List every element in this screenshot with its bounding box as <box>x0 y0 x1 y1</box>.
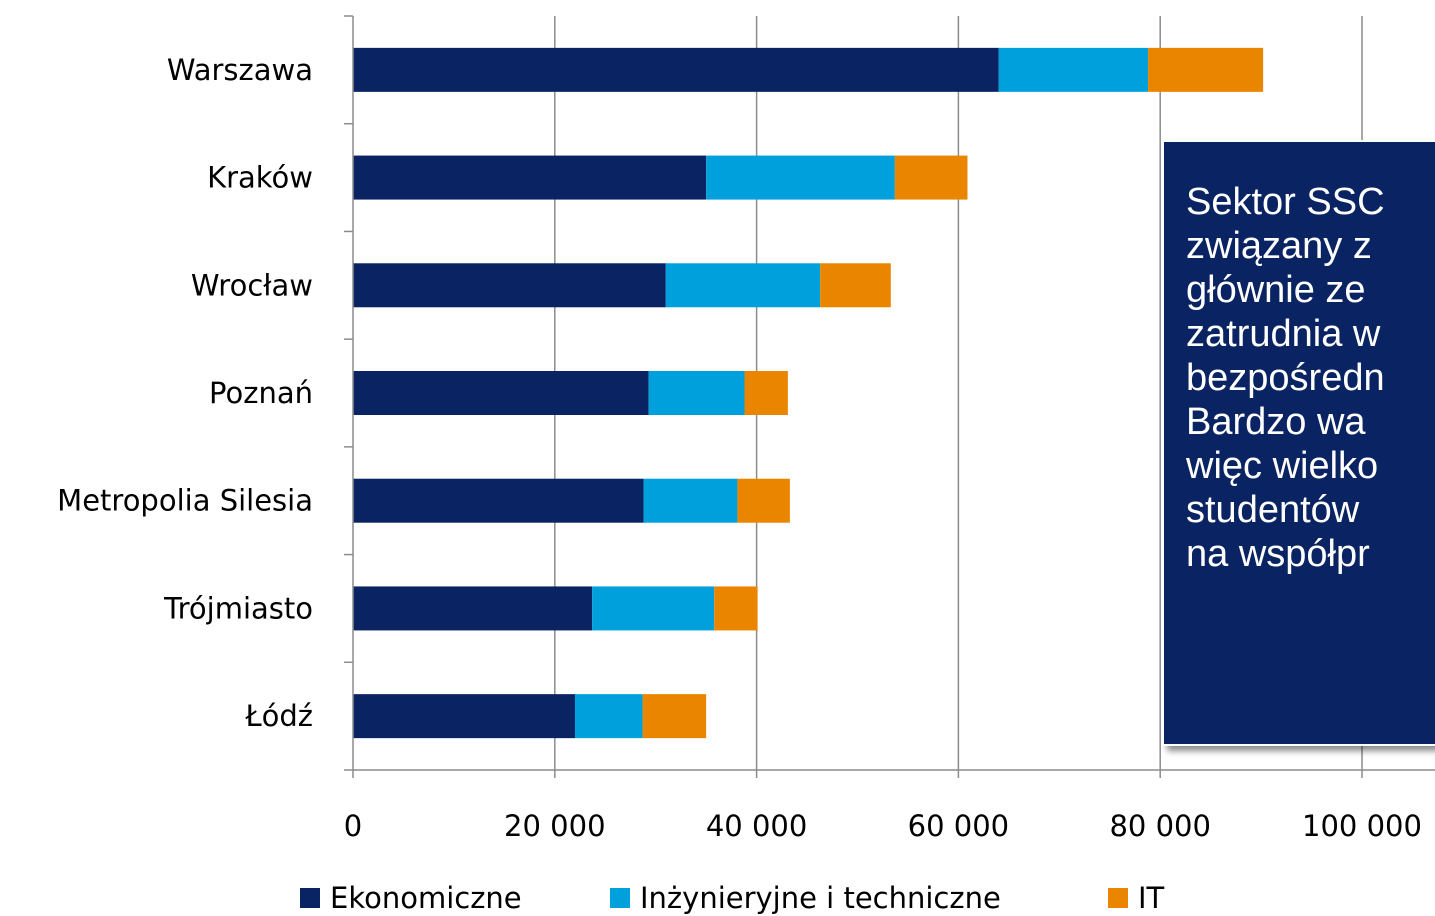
bar-segment <box>665 263 821 308</box>
legend-swatch <box>1108 888 1128 908</box>
bar-segment <box>894 155 968 200</box>
bar-segment <box>820 263 891 308</box>
bar-segment <box>353 47 999 92</box>
category-labels: Warszawa Kraków Wrocław Poznań Metropolia Si… <box>57 53 313 733</box>
x-tick-label: 100 000 <box>1302 809 1422 843</box>
category-label: Wrocław <box>191 268 313 302</box>
bar-segment <box>706 155 895 200</box>
bar-segment <box>1148 47 1264 92</box>
category-label: Kraków <box>207 161 313 195</box>
callout-box: Sektor SSC związany z głównie ze zatrudn… <box>1162 140 1435 746</box>
bar-segment <box>353 694 575 739</box>
bar-segment <box>353 478 644 523</box>
x-tick-label: 0 <box>344 809 362 843</box>
stacked-bar-chart: Warszawa Kraków Wrocław Poznań Metropolia Si… <box>57 15 1435 843</box>
bar-segment <box>574 694 643 739</box>
callout-line: Bardzo wa <box>1186 401 1366 443</box>
bar-segment <box>353 263 666 308</box>
category-label: Trójmiasto <box>163 591 313 625</box>
bars <box>353 47 1264 739</box>
callout-line: studentów <box>1186 489 1360 531</box>
bar-segment <box>648 371 745 415</box>
bar-segment <box>353 586 593 631</box>
category-label: Poznań <box>209 376 313 410</box>
legend-label: Inżynieryjne i techniczne <box>640 881 1001 915</box>
axes <box>344 15 1435 778</box>
callout-line: Sektor SSC <box>1186 181 1385 223</box>
bar-segment <box>353 155 707 200</box>
x-tick-label: 20 000 <box>504 809 605 843</box>
x-tick-label: 80 000 <box>1109 809 1210 843</box>
callout-line: zatrudnia w <box>1186 313 1381 355</box>
bar-segment <box>737 478 790 523</box>
bar-segment <box>642 694 707 739</box>
callout-text: Sektor SSC związany z głównie ze zatrudn… <box>1186 180 1435 576</box>
legend-item-inzynieryjne: Inżynieryjne i techniczne <box>610 880 1001 916</box>
legend-label: IT <box>1138 881 1165 915</box>
x-tick-label: 40 000 <box>706 809 807 843</box>
category-label: Łódź <box>244 699 313 733</box>
bar-segment <box>643 478 738 523</box>
callout-line: bezpośredn <box>1186 357 1385 399</box>
legend-swatch <box>300 888 320 908</box>
callout-line: głównie ze <box>1186 269 1366 311</box>
x-tick-label: 60 000 <box>908 809 1009 843</box>
bar-segment <box>744 371 788 415</box>
legend-label: Ekonomiczne <box>330 881 522 915</box>
legend-swatch <box>610 888 630 908</box>
callout-line: więc wielko <box>1186 445 1379 487</box>
legend-item-ekonomiczne: Ekonomiczne <box>300 880 522 916</box>
legend: Ekonomiczne Inżynieryjne i techniczne IT <box>0 872 1435 916</box>
legend-item-it: IT <box>1108 880 1164 916</box>
category-label: Metropolia Silesia <box>57 484 313 518</box>
x-tick-labels: 0 20 000 40 000 60 000 80 000 100 000 <box>344 809 1422 843</box>
bar-segment <box>592 586 715 631</box>
callout-line: na współpr <box>1186 533 1370 575</box>
bar-segment <box>998 47 1149 92</box>
category-label: Warszawa <box>167 53 313 87</box>
bar-segment <box>714 586 758 631</box>
callout-line: związany z <box>1186 225 1372 267</box>
bar-segment <box>353 371 649 415</box>
